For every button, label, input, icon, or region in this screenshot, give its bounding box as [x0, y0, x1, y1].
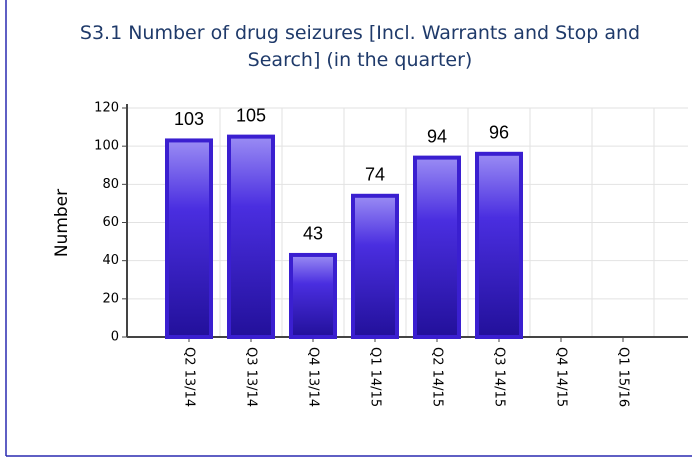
bar	[475, 151, 523, 339]
value-label: 96	[489, 123, 509, 143]
value-label: 94	[427, 126, 447, 146]
y-tick-label: 60	[102, 215, 119, 230]
value-label: 103	[174, 109, 204, 129]
x-tick-label: Q4 13/14	[306, 347, 321, 407]
value-label: 105	[236, 105, 266, 125]
x-tick-label: Q4 14/15	[554, 347, 569, 407]
x-tick-label: Q2 14/15	[430, 347, 445, 407]
value-label: 43	[303, 224, 323, 244]
x-tick-label: Q2 13/14	[182, 347, 197, 407]
y-axis-label: Number	[52, 189, 72, 257]
bar	[289, 252, 337, 339]
x-tick-label: Q3 13/14	[244, 347, 259, 407]
bar	[351, 193, 399, 339]
bar	[413, 155, 461, 339]
bar	[165, 138, 213, 339]
bar	[227, 134, 275, 339]
y-tick-label: 20	[102, 291, 119, 306]
x-tick-label: Q1 14/15	[368, 347, 383, 407]
chart-title: S3.1 Number of drug seizures [Incl. Warr…	[79, 22, 641, 71]
x-tick-label: Q1 15/16	[616, 347, 631, 407]
y-tick-label: 40	[102, 253, 119, 268]
value-label: 74	[365, 165, 385, 185]
x-tick-label: Q3 14/15	[492, 347, 507, 407]
y-tick-label: 80	[102, 177, 119, 192]
y-tick-label: 0	[111, 330, 119, 345]
y-tick-label: 100	[94, 139, 119, 154]
y-tick-label: 120	[94, 101, 119, 116]
